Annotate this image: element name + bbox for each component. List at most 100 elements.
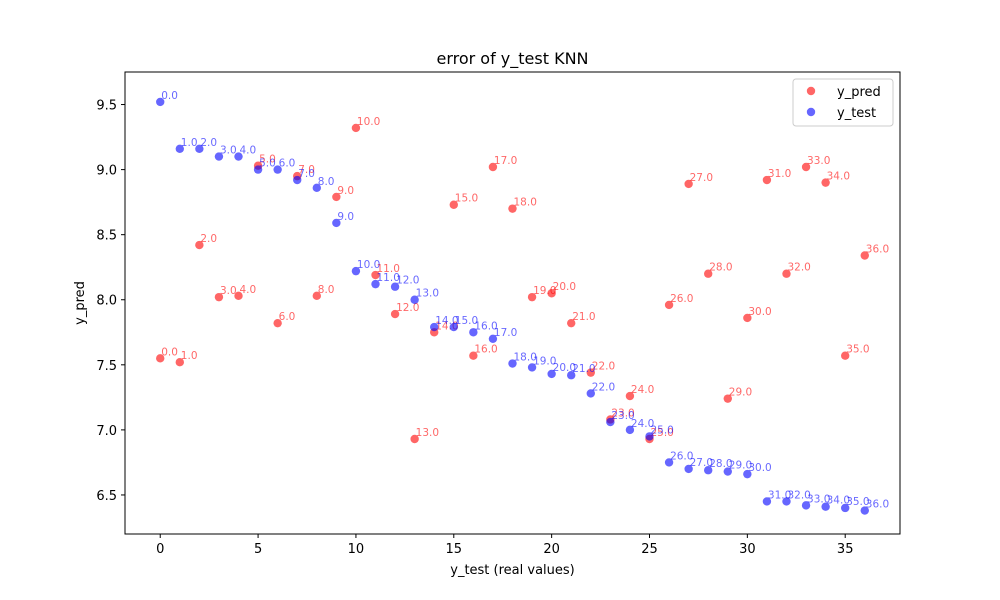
x-axis-ticks: 0 5 10 15 20 25 30 35: [156, 534, 853, 557]
data-point-y_test: [606, 417, 615, 427]
legend-label-y_pred: y_pred: [837, 85, 881, 100]
point-label-y_pred: 5.0: [259, 154, 276, 166]
data-point-y_pred: [567, 318, 576, 328]
y-tick-label: 7.0: [96, 424, 117, 439]
point-label-y_test: 20.0: [553, 362, 576, 374]
data-point-y_pred: [801, 162, 811, 172]
point-label-y_test: 15.0: [455, 315, 478, 327]
point-label-y_pred: 18.0: [514, 197, 537, 209]
data-point-y_pred: [586, 368, 595, 377]
data-point-y_test: [508, 359, 517, 368]
data-point-y_test: [664, 458, 674, 467]
data-point-y_test: [645, 432, 654, 441]
point-label-y_test: 26.0: [670, 450, 693, 462]
point-label-y_pred: 29.0: [729, 387, 752, 399]
data-point-y_pred: [195, 240, 204, 250]
data-point-y_pred: [488, 162, 498, 172]
data-point-y_test: [567, 371, 576, 380]
point-label-y_pred: 0.0: [161, 346, 178, 358]
point-label-y_test: 16.0: [474, 320, 497, 332]
data-point-y_test: [253, 165, 263, 174]
data-point-y_pred: [762, 175, 772, 185]
legend-marker-y_pred: [806, 86, 816, 96]
point-label-y_pred: 27.0: [690, 172, 713, 184]
data-point-y_test: [351, 266, 361, 276]
data-point-y_test: [469, 328, 478, 337]
data-point-y_test: [527, 363, 537, 372]
point-label-y_pred: 17.0: [494, 155, 517, 167]
data-point-y_pred: [371, 270, 380, 280]
point-label-y_test: 3.0: [220, 145, 237, 157]
data-point-y_test: [390, 282, 400, 291]
data-point-y_pred: [860, 251, 869, 260]
point-label-y_pred: 12.0: [396, 302, 419, 314]
point-label-y_test: 24.0: [631, 418, 654, 430]
point-label-y_pred: 23.0: [611, 407, 634, 419]
point-label-y_pred: 34.0: [827, 171, 850, 183]
data-point-y_test: [860, 506, 869, 515]
series-y_test: 0.01.0 2.03.0 4.05.0 6.07.08.09.010.011.012…: [156, 90, 889, 515]
point-label-y_test: 27.0: [690, 457, 713, 469]
data-point-y_pred: [508, 204, 517, 213]
point-label-y_test: 1.0: [181, 137, 198, 149]
point-label-y_test: 7.0: [298, 168, 315, 180]
data-point-y_pred: [664, 300, 674, 310]
data-point-y_test: [841, 503, 850, 513]
plot-area: [124, 71, 901, 535]
data-point-y_test: [801, 501, 811, 510]
point-label-y_pred: 7.0: [298, 164, 315, 176]
data-point-y_pred: [410, 434, 419, 444]
point-label-y_pred: 31.0: [768, 168, 791, 180]
point-label-y_pred: 3.0: [220, 285, 237, 297]
x-tick-label: 20: [543, 542, 560, 557]
data-point-y_test: [332, 218, 341, 228]
data-point-y_pred: [625, 391, 635, 401]
point-label-y_pred: 2.0: [200, 233, 217, 245]
data-point-y_pred: [234, 291, 243, 301]
data-point-y_test: [293, 175, 302, 185]
data-point-y_test: [704, 466, 713, 475]
x-tick-label: 30: [739, 542, 756, 557]
x-tick-label: 10: [348, 542, 365, 557]
point-label-y_test: 12.0: [396, 275, 419, 287]
data-point-y_pred: [273, 318, 282, 328]
x-tick-label: 5: [254, 542, 262, 557]
point-label-y_pred: 4.0: [240, 284, 257, 296]
data-point-y_test: [684, 464, 693, 474]
point-label-y_pred: 24.0: [631, 384, 654, 396]
point-label-y_test: 23.0: [611, 410, 634, 422]
data-point-y_test: [195, 144, 204, 153]
data-point-y_pred: [175, 358, 184, 367]
data-point-y_pred: [704, 269, 713, 278]
y-axis-ticks: 6.5 7.0 7.5 8.0 8.5 9.0 9.5: [96, 99, 125, 504]
data-point-y_test: [410, 295, 419, 304]
point-label-y_pred: 32.0: [787, 262, 810, 274]
data-point-y_pred: [469, 351, 478, 360]
data-marks: 0.0 1.02.03.0 4.05.06.07.08.09.010.011.012…: [156, 90, 889, 515]
point-label-y_test: 11.0: [377, 272, 400, 284]
legend-box: [792, 78, 894, 127]
x-tick-label: 35: [837, 542, 854, 557]
point-label-y_test: 29.0: [729, 460, 752, 472]
data-point-y_test: [449, 322, 458, 332]
point-label-y_pred: 30.0: [748, 306, 771, 318]
data-point-y_test: [821, 502, 830, 511]
x-axis-label: y_test (real values): [450, 563, 574, 578]
point-label-y_pred: 28.0: [709, 262, 732, 274]
point-label-y_test: 19.0: [533, 355, 556, 367]
point-label-y_test: 22.0: [592, 381, 615, 393]
point-label-y_pred: 13.0: [416, 427, 439, 439]
point-label-y_test: 34.0: [827, 495, 850, 507]
x-tick-label: 15: [446, 542, 463, 557]
x-tick-label: 25: [641, 542, 658, 557]
point-label-y_test: 36.0: [866, 499, 889, 511]
data-point-y_pred: [723, 394, 732, 403]
data-point-y_test: [156, 97, 165, 107]
point-label-y_pred: 25.0: [650, 427, 673, 439]
point-label-y_pred: 6.0: [279, 311, 296, 323]
data-point-y_test: [488, 334, 498, 343]
point-label-y_test: 28.0: [709, 458, 732, 470]
point-label-y_test: 17.0: [494, 327, 517, 339]
data-point-y_test: [586, 389, 595, 398]
